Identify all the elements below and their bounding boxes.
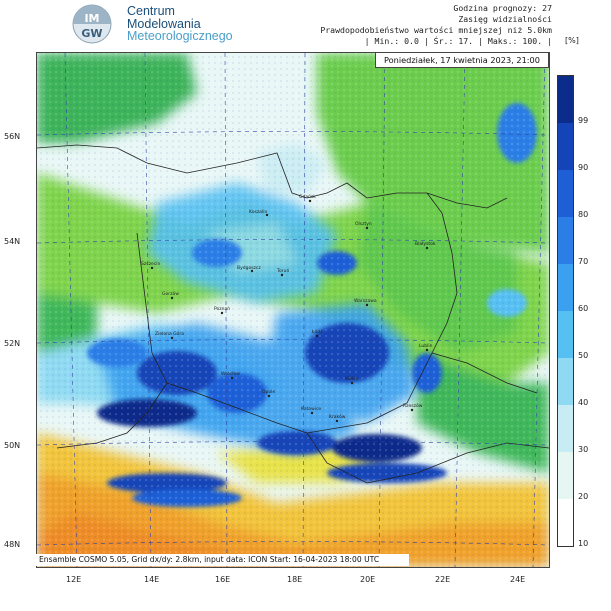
city-marker-rzeszow bbox=[410, 408, 414, 412]
lon-label-16e: 16E bbox=[215, 575, 231, 584]
lon-label-22e: 22E bbox=[435, 575, 451, 584]
forecast-info: Godzina prognozy: 27 Zasięg widzialności… bbox=[320, 3, 552, 47]
legend-swatch-40 bbox=[558, 358, 573, 405]
svg-text:GW: GW bbox=[81, 27, 102, 40]
city-label-opole: Opole bbox=[262, 389, 275, 395]
city-marker-opole bbox=[267, 394, 271, 398]
city-label-warszawa: Warszawa bbox=[354, 298, 377, 304]
lon-label-20e: 20E bbox=[360, 575, 376, 584]
city-marker-gdansk bbox=[308, 199, 312, 203]
city-marker-gorzow bbox=[170, 296, 174, 300]
org-line-1: Centrum bbox=[127, 4, 175, 18]
city-marker-szczecin bbox=[150, 266, 154, 270]
header: IM GW Centrum Modelowania Meteorologiczn… bbox=[0, 0, 611, 52]
city-label-bialystok: Białystok bbox=[415, 241, 436, 247]
city-label-wroclaw: Wrocław bbox=[221, 371, 240, 377]
lon-label-24e: 24E bbox=[510, 575, 526, 584]
legend-label-90: 90 bbox=[578, 163, 589, 172]
model-info-footer: Ensamble COSMO 5.05, Grid dx/dy: 2.8km, … bbox=[36, 554, 409, 566]
svg-text:IM: IM bbox=[84, 12, 99, 25]
lon-label-14e: 14E bbox=[144, 575, 160, 584]
lat-lon-grid bbox=[37, 53, 549, 567]
city-label-bydgoszcz: Bydgoszcz bbox=[237, 265, 261, 271]
legend-swatch-50 bbox=[558, 311, 573, 358]
product-name: Zasięg widzialności bbox=[458, 14, 552, 24]
city-label-gdansk: Gdańsk bbox=[299, 193, 316, 200]
city-marker-zielona-gora bbox=[170, 336, 174, 340]
organization-name: Centrum Modelowania Meteorologicznego bbox=[127, 5, 233, 43]
country-border-poland bbox=[136, 192, 458, 434]
legend-swatch-99 bbox=[558, 76, 573, 123]
legend-swatch-90 bbox=[558, 123, 573, 170]
city-label-szczecin: Szczecin bbox=[141, 261, 161, 267]
legend-label-99: 99 bbox=[578, 116, 589, 125]
legend-swatch-30 bbox=[558, 405, 573, 452]
lat-label-50n: 50N bbox=[4, 441, 21, 450]
legend-swatch-70 bbox=[558, 217, 573, 264]
legend-label-30: 30 bbox=[578, 445, 589, 454]
coastline bbox=[37, 144, 398, 199]
country-border-north bbox=[397, 192, 508, 209]
lat-label-54n: 54N bbox=[4, 237, 21, 246]
imgw-logo: IM GW bbox=[72, 4, 112, 44]
legend-swatch-10 bbox=[558, 499, 573, 546]
city-label-katowice: Katowice bbox=[301, 406, 322, 412]
valid-time-box: Poniedziałek, 17 kwietnia 2023, 21:00 bbox=[375, 52, 549, 68]
lat-label-56n: 56N bbox=[4, 132, 21, 141]
legend-swatch-80 bbox=[558, 170, 573, 217]
field-statistics: | Min.: 0.0 | Śr.: 17. | Maks.: 100. | bbox=[364, 36, 552, 46]
country-border-east bbox=[431, 352, 538, 394]
city-markers: Gdańsk Koszalin Olsztyn Szczecin Bydgosz… bbox=[141, 193, 436, 423]
forecast-hour: Godzina prognozy: 27 bbox=[453, 3, 552, 13]
lat-label-48n: 48N bbox=[4, 540, 21, 549]
city-marker-katowice bbox=[310, 411, 314, 415]
city-label-olsztyn: Olsztyn bbox=[355, 221, 372, 227]
color-legend bbox=[557, 75, 574, 547]
legend-label-80: 80 bbox=[578, 210, 589, 219]
unit-label: [%] bbox=[565, 36, 579, 45]
city-marker-krakow bbox=[335, 419, 339, 423]
city-marker-poznan bbox=[220, 311, 224, 315]
map-canvas: Gdańsk Koszalin Olsztyn Szczecin Bydgosz… bbox=[37, 53, 549, 567]
legend-label-50: 50 bbox=[578, 351, 589, 360]
org-line-2: Modelowania bbox=[127, 16, 201, 31]
city-marker-warszawa bbox=[365, 303, 369, 307]
noise-texture bbox=[37, 53, 549, 567]
city-marker-kielce bbox=[350, 381, 354, 385]
city-label-torun: Toruń bbox=[276, 267, 289, 274]
city-marker-lublin bbox=[425, 348, 429, 352]
probability-map: Gdańsk Koszalin Olsztyn Szczecin Bydgosz… bbox=[36, 52, 550, 568]
country-border-south bbox=[306, 432, 549, 484]
country-border-west bbox=[56, 382, 168, 449]
legend-label-20: 20 bbox=[578, 492, 589, 501]
city-marker-wroclaw bbox=[230, 376, 234, 380]
city-label-krakow: Kraków bbox=[329, 413, 346, 420]
city-marker-koszalin bbox=[265, 213, 269, 217]
legend-label-60: 60 bbox=[578, 304, 589, 313]
city-label-gorzow: Gorzów bbox=[162, 290, 179, 297]
city-marker-bydgoszcz bbox=[250, 269, 254, 273]
city-marker-bialystok bbox=[425, 246, 429, 250]
city-marker-torun bbox=[280, 273, 284, 277]
legend-swatch-20 bbox=[558, 452, 573, 499]
city-label-rzeszow: Rzeszów bbox=[403, 402, 423, 409]
city-marker-lodz bbox=[315, 334, 319, 338]
legend-swatch-60 bbox=[558, 264, 573, 311]
city-marker-olsztyn bbox=[365, 226, 369, 230]
probability-description: Prawdopodobieństwo wartości mniejszej ni… bbox=[320, 25, 552, 35]
city-label-kielce: Kielce bbox=[345, 376, 359, 382]
city-label-lodz: Łódź bbox=[311, 328, 323, 335]
city-label-lublin: Lublin bbox=[419, 343, 433, 349]
org-line-3: Meteorologicznego bbox=[127, 29, 233, 43]
lon-label-18e: 18E bbox=[287, 575, 303, 584]
city-label-koszalin: Koszalin bbox=[249, 209, 267, 215]
lon-label-12e: 12E bbox=[66, 575, 82, 584]
city-label-poznan: Poznań bbox=[214, 305, 230, 312]
city-label-zielona-gora: Zielona Góra bbox=[155, 330, 184, 337]
legend-label-40: 40 bbox=[578, 398, 589, 407]
lat-label-52n: 52N bbox=[4, 339, 21, 348]
legend-label-70: 70 bbox=[578, 257, 589, 266]
legend-label-10: 10 bbox=[578, 539, 589, 548]
